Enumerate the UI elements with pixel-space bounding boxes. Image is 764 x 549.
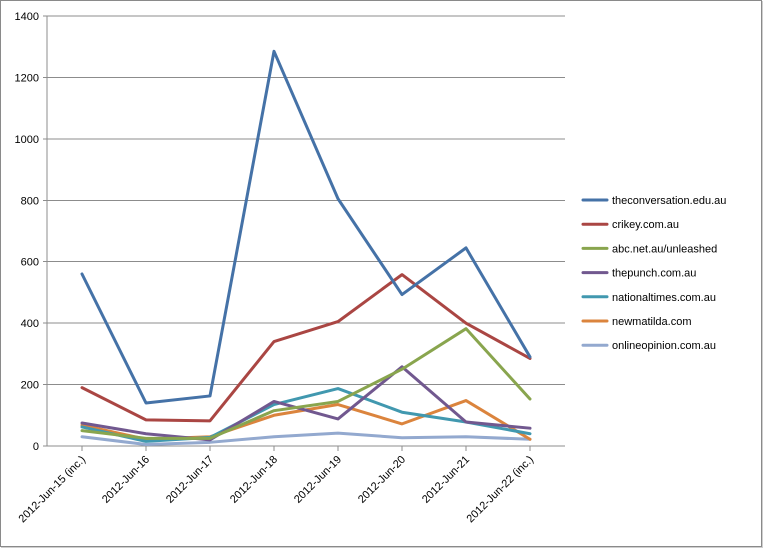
y-tick-label: 1000 bbox=[15, 134, 39, 146]
legend-label: theconversation.edu.au bbox=[612, 195, 726, 207]
x-tick-label: 2012-Jun-21 bbox=[420, 454, 472, 506]
y-tick-label: 800 bbox=[21, 195, 39, 207]
x-tick-label: 2012-Jun-19 bbox=[292, 454, 344, 506]
y-tick-label: 1400 bbox=[15, 11, 39, 23]
legend-label: abc.net.au/unleashed bbox=[612, 243, 717, 255]
series-line-thepunch-com-au bbox=[80, 365, 532, 442]
y-tick-label: 0 bbox=[33, 441, 39, 453]
legend-label: newmatilda.com bbox=[612, 316, 691, 328]
y-tick-label: 1200 bbox=[15, 72, 39, 84]
x-tick-label: 2012-Jun-16 bbox=[100, 454, 152, 506]
legend-label: thepunch.com.au bbox=[612, 268, 696, 280]
series-line-theconversation-edu-au bbox=[80, 49, 532, 405]
x-tick-label: 2012-Jun-17 bbox=[164, 454, 216, 506]
series-line-nationaltimes-com-au bbox=[80, 387, 532, 443]
y-tick-label: 600 bbox=[21, 257, 39, 269]
legend-label: nationaltimes.com.au bbox=[612, 292, 716, 304]
series-line-onlineopinion-com-au bbox=[80, 431, 532, 446]
x-tick-label: 2012-Jun-22 (inc.) bbox=[465, 454, 537, 526]
series-line-abc-net-au-unleashed bbox=[80, 327, 532, 440]
legend-label: onlineopinion.com.au bbox=[612, 340, 716, 352]
series-line-crikey-com-au bbox=[80, 273, 532, 423]
x-tick-label: 2012-Jun-20 bbox=[356, 454, 408, 506]
y-tick-label: 200 bbox=[21, 380, 39, 392]
legend-label: crikey.com.au bbox=[612, 219, 679, 231]
x-tick-label: 2012-Jun-18 bbox=[228, 454, 280, 506]
y-tick-label: 400 bbox=[21, 318, 39, 330]
x-tick-label: 2012-Jun-15 (inc.) bbox=[17, 454, 89, 526]
